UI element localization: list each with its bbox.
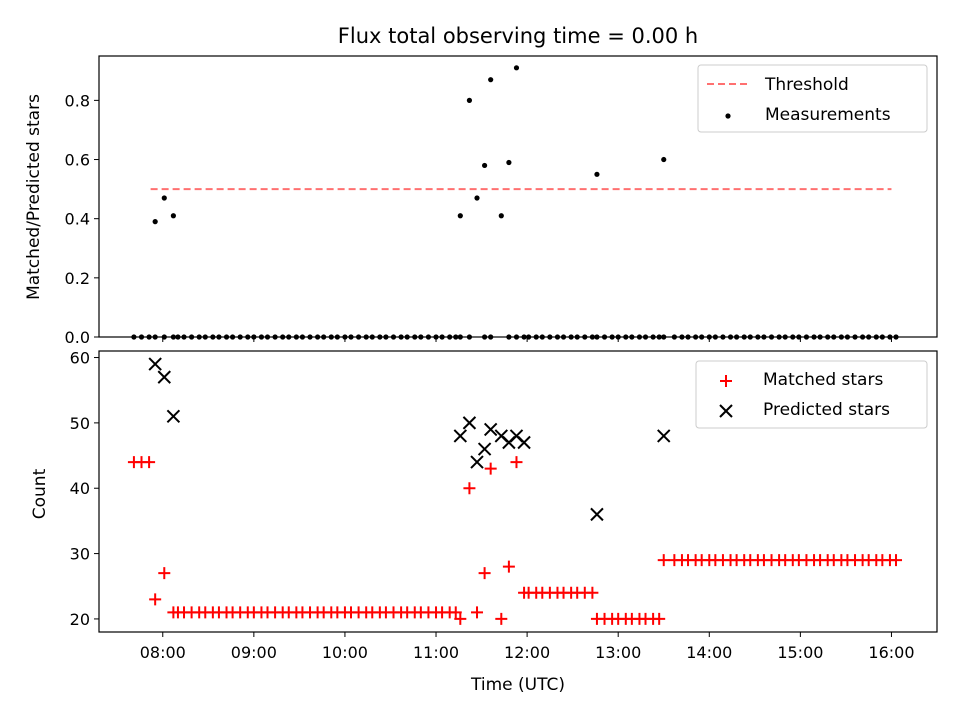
bottom-xtick-label: 16:00 [868,643,914,662]
bottom-ytick-label: 50 [70,414,90,433]
predicted-star-point [657,429,671,443]
measurement-point [466,97,473,103]
top-plot-frame [98,55,938,338]
measurement-point [498,213,504,219]
measurement-point [488,77,494,83]
legend-predicted-label: Predicted stars [763,400,890,420]
top-ytick-label: 0.2 [65,269,90,288]
measurement-point [457,213,463,219]
matched-star-point [495,612,508,625]
matched-star-point [158,567,171,580]
bottom-ytick-label: 40 [70,479,90,498]
bottom-marks [127,357,903,625]
top-panel: Matched/Predicted stars 0.00.20.40.60.8 … [24,55,938,347]
bottom-ytick-label: 30 [70,545,90,564]
measurement-point [152,219,158,225]
measurement-point [513,65,520,71]
legend-matched-swatch [720,375,732,387]
measurement-point [661,156,667,163]
matched-star-point [471,606,484,619]
predicted-star-point [477,442,492,456]
matched-star-point [478,567,491,580]
matched-star-point [143,456,156,469]
matched-star-point [653,612,666,625]
matched-star-point [449,606,462,619]
figure-title: Flux total observing time = 0.00 h [338,24,698,48]
bottom-xtick-label: 14:00 [686,643,732,662]
measurement-point [594,171,600,177]
matched-star-point [149,593,162,606]
matched-star-point [586,586,599,599]
bottom-plot-frame [98,350,938,633]
measurement-point [506,159,512,166]
predicted-star-point [148,357,162,371]
bottom-xtick-label: 15:00 [777,643,823,662]
bottom-xtick-label: 11:00 [413,643,459,662]
top-ytick-label: 0.6 [65,151,90,170]
bottom-xtick-label: 08:00 [140,643,186,662]
measurement-point [482,162,488,169]
legend-predicted-swatch [719,404,733,418]
top-axes: 0.0 0.2 0.4 0.6 0.8 [65,91,892,347]
bottom-xtick-label: 09:00 [231,643,277,662]
legend-measurements-label: Measurements [765,105,891,125]
predicted-star-point [517,435,531,450]
predicted-star-point [590,507,604,522]
predicted-star-point [462,416,477,430]
bottom-xtick-label: 13:00 [595,643,641,662]
predicted-star-point [470,455,484,469]
measurement-point [474,195,480,201]
predicted-star-point [166,409,181,424]
top-legend: Threshold Measurements [697,64,928,133]
legend-measurements-swatch [725,113,731,119]
top-ytick-label: 0.8 [65,91,90,110]
matched-star-point [463,482,476,495]
bottom-axes: 08:00 09:00 10:00 11:00 12:00 13:00 14:00 15:00… [70,349,915,662]
bottom-legend: Matched stars Predicted stars [695,360,928,429]
bottom-panel: Count 08:00 09:00 10:00 11:00 12:00 13:00 14:0… [30,349,938,695]
top-ytick-label: 0.4 [65,210,90,229]
predicted-star-point [483,422,498,437]
matched-star-point [484,462,497,475]
bottom-xlabel: Time (UTC) [470,675,565,695]
top-ylabel: Matched/Predicted stars [24,94,44,300]
bottom-ytick-label: 60 [70,349,90,368]
legend-matched-label: Matched stars [763,370,883,390]
top-ytick-label: 0.0 [65,328,90,347]
matched-star-point [502,560,515,573]
bottom-xtick-label: 10:00 [322,643,368,662]
bottom-ylabel: Count [30,468,50,519]
bottom-ytick-label: 20 [70,610,90,629]
bottom-xtick-label: 12:00 [504,643,550,662]
legend-threshold-label: Threshold [764,75,849,95]
measurement-point [161,195,167,201]
measurement-point [170,213,176,219]
predicted-star-point [453,429,468,443]
matched-star-point [510,456,523,469]
bottom-legend-box [695,360,928,429]
matched-star-point [890,554,903,567]
matched-star-point [454,612,467,625]
matched-star-point [657,554,670,567]
predicted-star-point [157,370,171,384]
top-legend-box [697,64,928,133]
